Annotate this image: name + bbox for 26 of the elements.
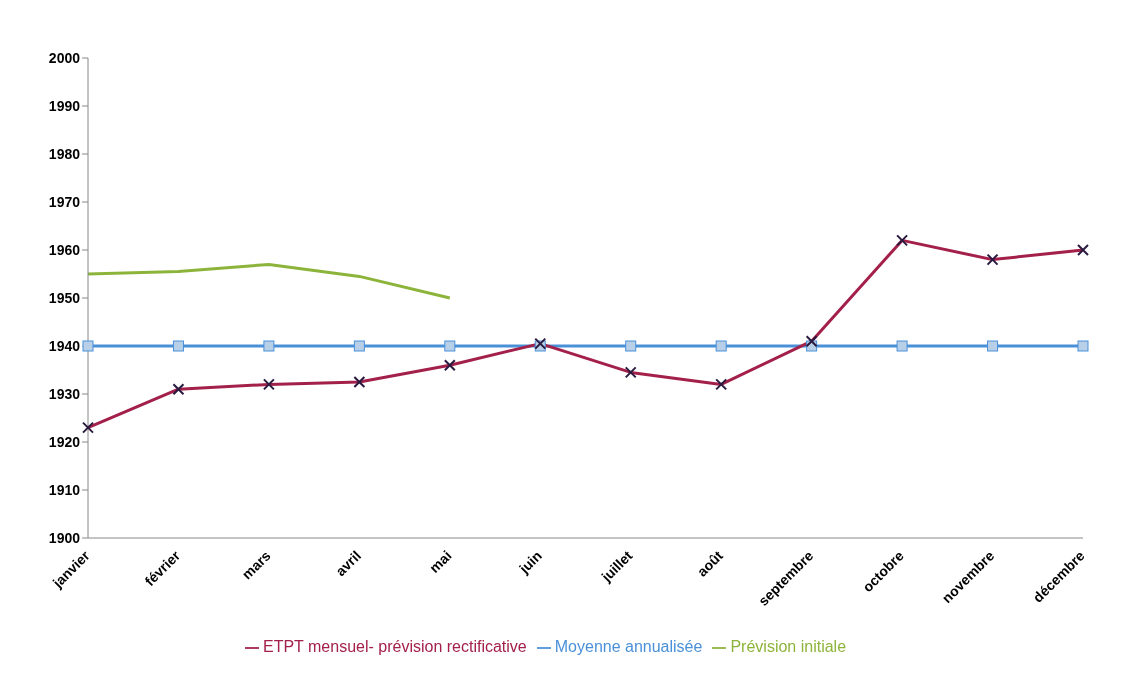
y-tick-label: 1900 [48,529,81,546]
point [715,340,727,352]
point [444,340,456,352]
y-tick-label: 1910 [48,481,81,498]
y-tick-label: 1990 [48,97,81,114]
y-tick-label: 1960 [48,241,81,258]
point [172,340,184,352]
x-tick-label: mai [426,547,455,576]
point [263,340,275,352]
line-series [86,262,452,300]
y-tick-label: 1970 [48,193,81,210]
point [987,340,999,352]
point [1077,340,1089,352]
legend-label: ETPT mensuel- prévision rectificative [262,638,527,655]
y-tick-label: 1930 [48,385,81,402]
point [82,340,94,352]
y-tick-label: 2000 [48,49,81,66]
legend-label: Moyenne annualisée [554,638,703,655]
point [625,340,637,352]
point [353,340,365,352]
y-tick-label: 1950 [48,289,81,306]
legend-label: Prévision initiale [730,638,847,655]
y-tick-label: 1980 [48,145,81,162]
y-tick-label: 1940 [48,337,81,354]
point [896,340,908,352]
y-tick-label: 1920 [48,433,81,450]
